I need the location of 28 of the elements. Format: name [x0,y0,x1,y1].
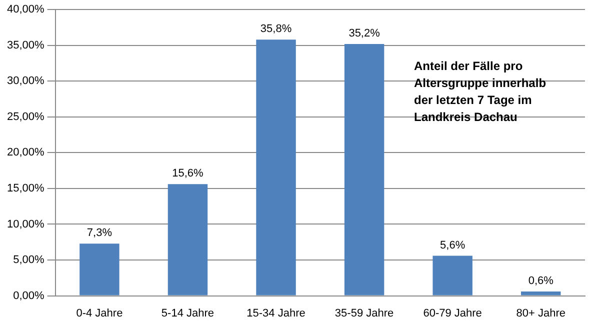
y-tick-label: 20,00% [6,146,45,159]
x-tick-label: 15-34 Jahre [246,307,306,320]
data-label: 0,6% [528,275,554,288]
data-label: 5,6% [440,239,466,252]
y-tick-label: 35,00% [6,39,45,52]
y-tick-label: 30,00% [6,75,45,88]
y-tick-label: 15,00% [6,182,45,195]
data-label: 15,6% [172,168,204,180]
text: Anteil der Fälle pro Altersgruppe innerhalb der letzten 7 Tage im Landkreis Dachau [414,58,548,126]
y-tick-label: 0,00% [13,290,45,302]
data-label: 35,8% [260,23,292,36]
y-tick-label: 10,00% [6,218,45,230]
bar [80,244,120,296]
data-label: 7,3% [86,227,112,240]
y-tick-label: 40,00% [6,4,45,16]
bar [344,44,384,296]
data-label: 35,2% [348,27,380,40]
y-tick-label: 25,00% [6,110,45,123]
y-tick-label: 5,00% [13,254,45,266]
x-tick-label: 35-59 Jahre [334,307,394,320]
x-tick-label: 60-79 Jahre [423,307,482,320]
bar [168,184,208,296]
bar [256,40,296,296]
bar [432,256,472,296]
x-tick-label: 0-4 Jahre [76,307,123,320]
bar [520,292,561,296]
x-tick-label: 80+ Jahre [516,307,566,320]
x-tick-label: 5-14 Jahre [161,307,214,320]
